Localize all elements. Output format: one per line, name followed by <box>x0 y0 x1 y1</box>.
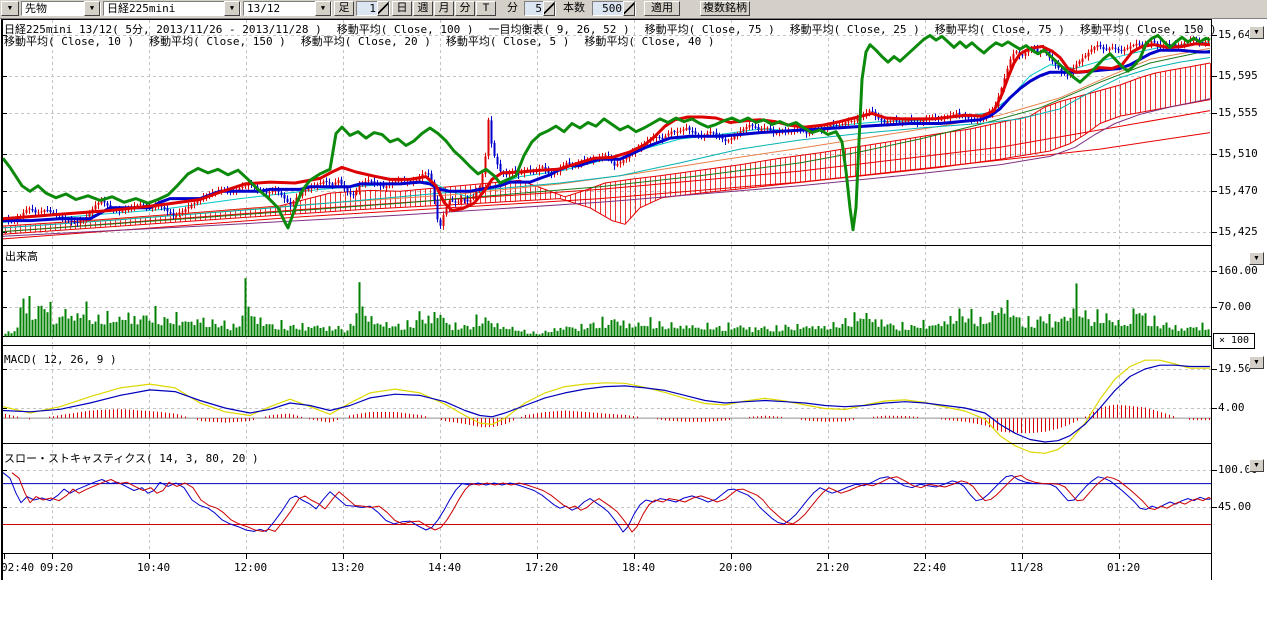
time-tick-label: 17:20 <box>525 561 559 574</box>
tool-dropdown-button[interactable]: ▼ <box>1 1 19 16</box>
apply-button[interactable]: 適用 <box>644 1 680 16</box>
axis-tick-label: 4.00 <box>1218 401 1245 414</box>
axis-tick-label: 15,595 <box>1218 69 1258 82</box>
time-tick-label: 01:20 <box>1107 561 1141 574</box>
axis-tick-label: 15,510 <box>1218 147 1258 160</box>
stochastics-scale-button[interactable]: ▼ <box>1249 459 1264 472</box>
legend-item: 移動平均( Close, 20 ) <box>300 35 431 48</box>
period-button-2[interactable]: 週 <box>413 1 433 16</box>
time-tick-label: 13:20 <box>331 561 365 574</box>
ashi-interval-stepper[interactable]: 1 <box>356 1 390 16</box>
bars-stepper[interactable]: 500 <box>592 1 636 16</box>
axis-tick-label: 100.00 <box>1218 463 1258 476</box>
legend-item: 一目均衡表( 9, 26, 52 ) <box>488 23 630 36</box>
time-tick-label: 10:40 <box>137 561 171 574</box>
period-button-3[interactable]: 月 <box>434 1 454 16</box>
legend-item: 移動平均( Close, 100 ) <box>336 23 474 36</box>
chevron-down-icon[interactable]: ▼ <box>315 1 331 16</box>
price-scale-button[interactable]: ▼ <box>1249 26 1264 39</box>
time-tick-label: 21:20 <box>816 561 850 574</box>
time-tick-label: 09:20 <box>40 561 74 574</box>
spin-icon[interactable] <box>543 1 555 16</box>
stochastics-panel-label: スロー・ストキャスティクス( 14, 3, 80, 20 ) <box>4 452 259 465</box>
time-tick-label: 20:00 <box>719 561 753 574</box>
volume-panel-label: 出来高 <box>5 250 38 263</box>
spin-icon[interactable] <box>623 1 635 16</box>
period-button-5[interactable]: T <box>476 1 496 16</box>
legend-item: 日経225mini 13/12( 5分, 2013/11/26 - 2013/1… <box>4 23 322 36</box>
minute-value: 5 <box>535 2 542 15</box>
symbol-select-value: 日経225mini <box>107 2 176 15</box>
contract-month-value: 13/12 <box>247 2 281 15</box>
toolbar: ▼ 先物 ▼ 日経225mini ▼ 13/12 ▼ 足 1 分 5 本数 50… <box>0 0 1267 19</box>
legend-item: 移動平均( Close, 150 ) <box>149 35 286 48</box>
time-tick-label: 14:40 <box>428 561 462 574</box>
time-tick-label: 12:00 <box>234 561 268 574</box>
axis-tick-label: 160.00 <box>1218 264 1258 277</box>
chevron-down-icon[interactable]: ▼ <box>84 1 100 16</box>
market-select-value: 先物 <box>25 2 47 15</box>
bars-label: 本数 <box>563 1 585 14</box>
period-button-4[interactable]: 分 <box>455 1 475 16</box>
legend-item: 移動平均( Close, 10 ) <box>4 35 135 48</box>
ashi-button[interactable]: 足 <box>334 1 354 16</box>
axis-tick-label: 70.00 <box>1218 300 1252 313</box>
minute-label: 分 <box>507 1 518 14</box>
bars-value: 500 <box>602 2 622 15</box>
legend-item: 移動平均( Close, 150 ) <box>1079 23 1217 36</box>
market-select[interactable]: 先物 ▼ <box>21 1 101 16</box>
time-tick-label: 11/28 <box>1010 561 1044 574</box>
axis-tick-label: 15,555 <box>1218 106 1258 119</box>
volume-scale-button[interactable]: ▼ <box>1249 252 1264 265</box>
macd-panel-label: MACD( 12, 26, 9 ) <box>4 353 117 366</box>
multi-symbol-button[interactable]: 複数銘柄 <box>700 1 750 16</box>
axis-tick-label: 45.00 <box>1218 500 1252 513</box>
legend-row-2: 移動平均( Close, 10 ) 移動平均( Close, 150 ) 移動平均(… <box>4 33 729 49</box>
axis-tick-label: 15,640 <box>1218 28 1258 41</box>
legend-item: 移動平均( Close, 40 ) <box>584 35 715 48</box>
time-tick-label: 22:40 <box>913 561 947 574</box>
legend-item: 移動平均( Close, 75 ) <box>644 23 775 36</box>
axis-tick-label: 19.50 <box>1218 362 1252 375</box>
symbol-select[interactable]: 日経225mini ▼ <box>103 1 241 16</box>
chevron-down-icon[interactable]: ▼ <box>224 1 240 16</box>
time-tick-label: 18:40 <box>622 561 656 574</box>
spin-icon[interactable] <box>377 1 389 16</box>
macd-scale-button[interactable]: ▼ <box>1249 356 1264 369</box>
legend-row-1: 日経225mini 13/12( 5分, 2013/11/26 - 2013/1… <box>4 21 1232 37</box>
volume-multiplier-badge: × 100 <box>1213 333 1255 349</box>
legend-item: 移動平均( Close, 75 ) <box>934 23 1065 36</box>
legend-item: 移動平均( Close, 25 ) <box>789 23 920 36</box>
axis-tick-label: 15,425 <box>1218 225 1258 238</box>
axis-tick-label: 15,470 <box>1218 184 1258 197</box>
ashi-interval-value: 1 <box>369 2 376 15</box>
period-button-1[interactable]: 日 <box>392 1 412 16</box>
legend-item: 移動平均( Close, 5 ) <box>445 35 570 48</box>
contract-month-select[interactable]: 13/12 ▼ <box>243 1 332 16</box>
minute-stepper[interactable]: 5 <box>524 1 556 16</box>
time-tick-label: 02:40 <box>1 561 35 574</box>
